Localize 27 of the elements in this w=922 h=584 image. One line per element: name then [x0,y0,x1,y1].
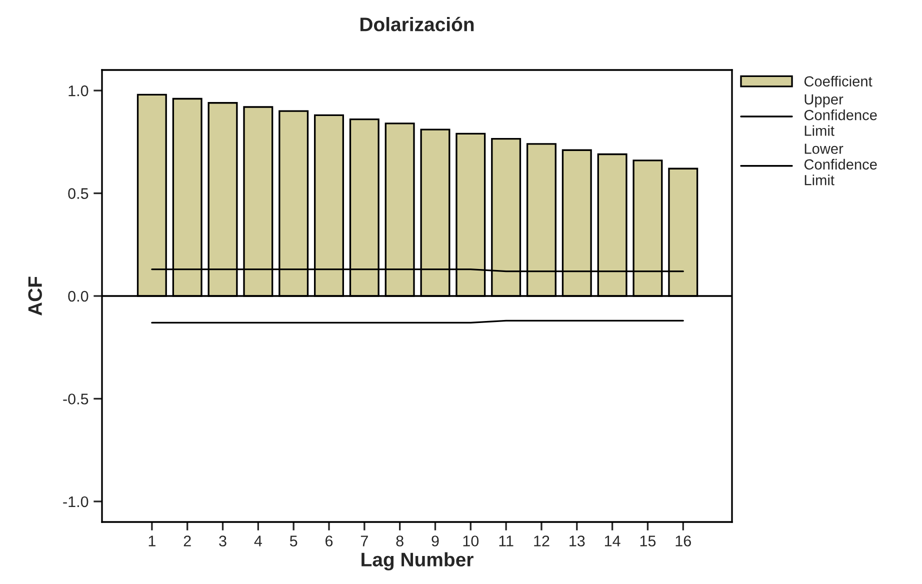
x-tick-label: 5 [290,536,298,546]
x-tick-label: 1 [148,536,156,546]
y-tick-label: 1.0 [68,85,88,96]
x-tick-label: 12 [534,536,550,546]
x-tick-label: 11 [499,536,514,546]
x-tick-label: 14 [604,536,620,546]
x-tick-label: 13 [570,536,585,546]
x-tick-label: 10 [463,536,479,546]
y-tick-label: -1.0 [63,496,88,508]
x-axis-title: Lag Number [362,552,474,570]
x-tick-label: 7 [360,536,368,546]
x-tick-label: 8 [396,536,404,546]
x-tick-label: 15 [640,536,656,546]
y-axis-title: ACF [28,276,42,316]
x-tick-label: 3 [219,536,226,546]
chart-title: Dolarización [360,16,474,32]
legend-label: Coefficient [804,76,872,87]
y-tick-label: 0.0 [68,290,88,302]
y-tick-label: 0.5 [68,188,88,199]
legend-label: Lower Confidence Limit [804,144,877,186]
x-tick-label: 2 [184,536,191,546]
x-tick-label: 16 [676,536,691,546]
x-tick-label: 9 [432,536,439,546]
x-tick-label: 4 [254,536,262,546]
legend-label: Upper Confidence Limit [804,94,877,136]
x-tick-label: 6 [326,536,333,546]
y-tick-label: -0.5 [63,394,88,404]
